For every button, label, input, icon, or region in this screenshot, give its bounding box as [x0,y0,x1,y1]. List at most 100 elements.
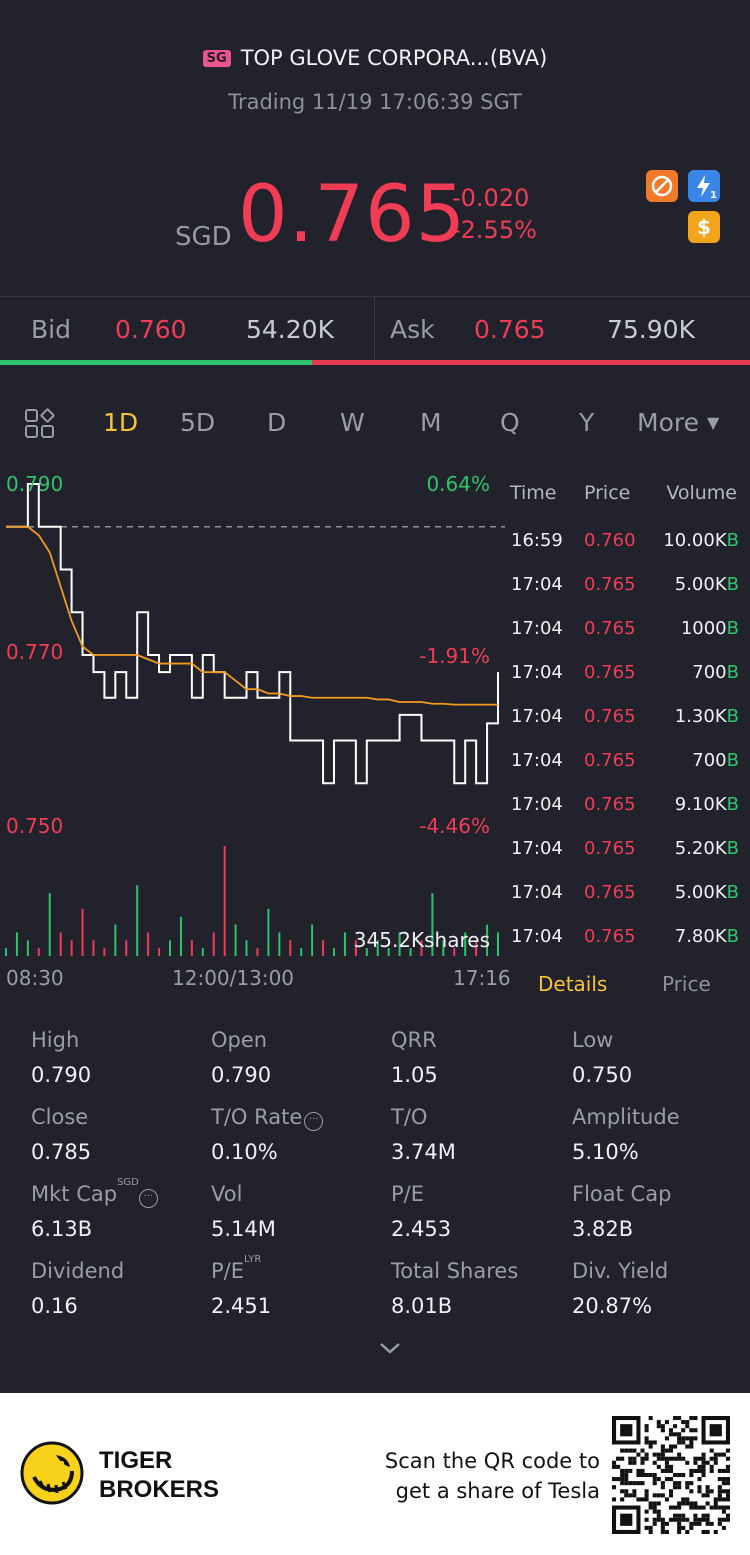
tick-time: 17:04 [511,662,563,683]
bid-label: Bid [31,315,71,344]
volume-bar [387,948,390,956]
bid-quantity: 54.20K [246,315,334,344]
tab-price[interactable]: Price [662,972,711,996]
stat-label-text: QRR [391,1028,437,1052]
no-short-sell-icon[interactable] [646,170,678,202]
volume-bar [475,940,478,956]
stock-title: SG TOP GLOVE CORPORA...(BVA) [0,46,750,70]
info-more-icon[interactable]: ··· [138,1189,158,1208]
stat-label-text: Div. Yield [572,1259,669,1283]
volume-bar [311,924,314,956]
stat-label: Vol [211,1182,242,1206]
volume-bar [201,948,204,956]
more-label: More [637,408,699,437]
tick-time: 17:04 [511,882,563,903]
intraday-chart[interactable]: 0.790 0.770 0.750 0.64% -1.91% -4.46% 34… [0,466,510,966]
tab-w[interactable]: W [340,408,365,437]
stat-label-text: T/O [391,1105,428,1129]
ask-label: Ask [390,315,435,344]
svg-text:1: 1 [710,190,717,201]
tick-side: B [726,750,739,771]
tick-time: 17:04 [511,794,563,815]
x-axis-end-label: 17:16 [453,966,511,990]
tick-price: 0.765 [584,706,636,727]
tick-time: 17:04 [511,574,563,595]
stat-value: 0.790 [31,1063,92,1087]
qr-code-icon [612,1416,730,1534]
promo-line-2: get a share of Tesla [395,1479,600,1503]
stat-value: 5.10% [572,1140,639,1164]
volume-bar [15,932,18,956]
volume-bar [354,940,357,956]
volume-bar [256,948,259,956]
tiger-logo-icon [20,1441,84,1505]
tick-side: B [726,706,739,727]
flash-icon[interactable]: 1 [688,170,720,202]
stat-value: 3.74M [391,1140,456,1164]
stat-label-text: P/E [391,1182,425,1206]
volume-bar [5,948,7,956]
trading-status: Trading 11/19 17:06:39 SGT [228,90,522,114]
tab-1d[interactable]: 1D [103,408,139,437]
volume-bar [322,940,325,956]
x-axis-start-label: 08:30 [6,966,64,990]
tab-details[interactable]: Details [538,972,608,996]
ask-quantity: 75.90K [607,315,695,344]
tick-price: 0.760 [584,530,636,551]
volume-bar [409,948,412,956]
stat-label-text: T/O Rate [211,1105,303,1129]
tab-q[interactable]: Q [500,408,520,437]
tick-volume: 9.10KB [619,794,739,815]
bid-ask-divider [374,297,375,361]
info-more-icon[interactable]: ··· [304,1112,324,1131]
stat-value: 0.10% [211,1140,278,1164]
tick-side: B [726,530,739,551]
chart-plot [5,483,505,956]
stat-label: T/O [391,1105,427,1129]
dollar-icon[interactable]: $ [688,211,720,243]
volume-bar [343,932,346,956]
tick-price: 0.765 [584,838,636,859]
volume-bar [158,948,161,956]
volume-bar [37,948,40,956]
tick-side: B [726,794,739,815]
tick-side: B [726,882,739,903]
volume-bar [48,893,51,956]
stat-label: QRR [391,1028,437,1052]
tick-volume-value: 9.10K [674,794,727,815]
chevron-down-icon[interactable] [378,1340,402,1356]
ticks-header-volume: Volume [666,482,737,504]
stat-label: High [31,1028,79,1052]
volume-bar [420,940,423,956]
tab-more[interactable]: More ▼ [637,408,719,437]
tick-time: 17:04 [511,750,563,771]
price-change: -0.020 -2.55% [452,182,537,246]
volume-bar [103,948,106,956]
stat-label-text: Open [211,1028,268,1052]
stat-label: P/E [391,1182,424,1206]
promo-line-1: Scan the QR code to [384,1449,600,1473]
volume-bar [26,940,29,956]
y-axis-mid-label: 0.770 [6,640,64,664]
tab-y[interactable]: Y [579,408,595,437]
tick-volume: 10.00KB [619,530,739,551]
stat-label-text: Low [572,1028,614,1052]
stock-name: TOP GLOVE CORPORA...(BVA) [240,46,548,70]
stat-label-text: P/E [211,1259,245,1283]
tab-m[interactable]: M [420,408,442,437]
change-percent: -2.55% [452,216,537,244]
caret-down-icon: ▼ [706,413,720,432]
tick-price: 0.765 [584,574,636,595]
stat-value: 5.14M [211,1217,276,1241]
stat-value: 0.790 [211,1063,272,1087]
volume-bar [486,924,489,956]
tick-side: B [726,926,739,947]
tick-time: 17:04 [511,706,563,727]
indicator-grid-icon[interactable] [24,408,56,440]
tab-d[interactable]: D [267,408,287,437]
stat-label-text: Dividend [31,1259,125,1283]
tick-time: 17:04 [511,618,563,639]
tab-5d[interactable]: 5D [180,408,216,437]
tick-volume: 7.80KB [619,926,739,947]
volume-bar [267,908,270,956]
